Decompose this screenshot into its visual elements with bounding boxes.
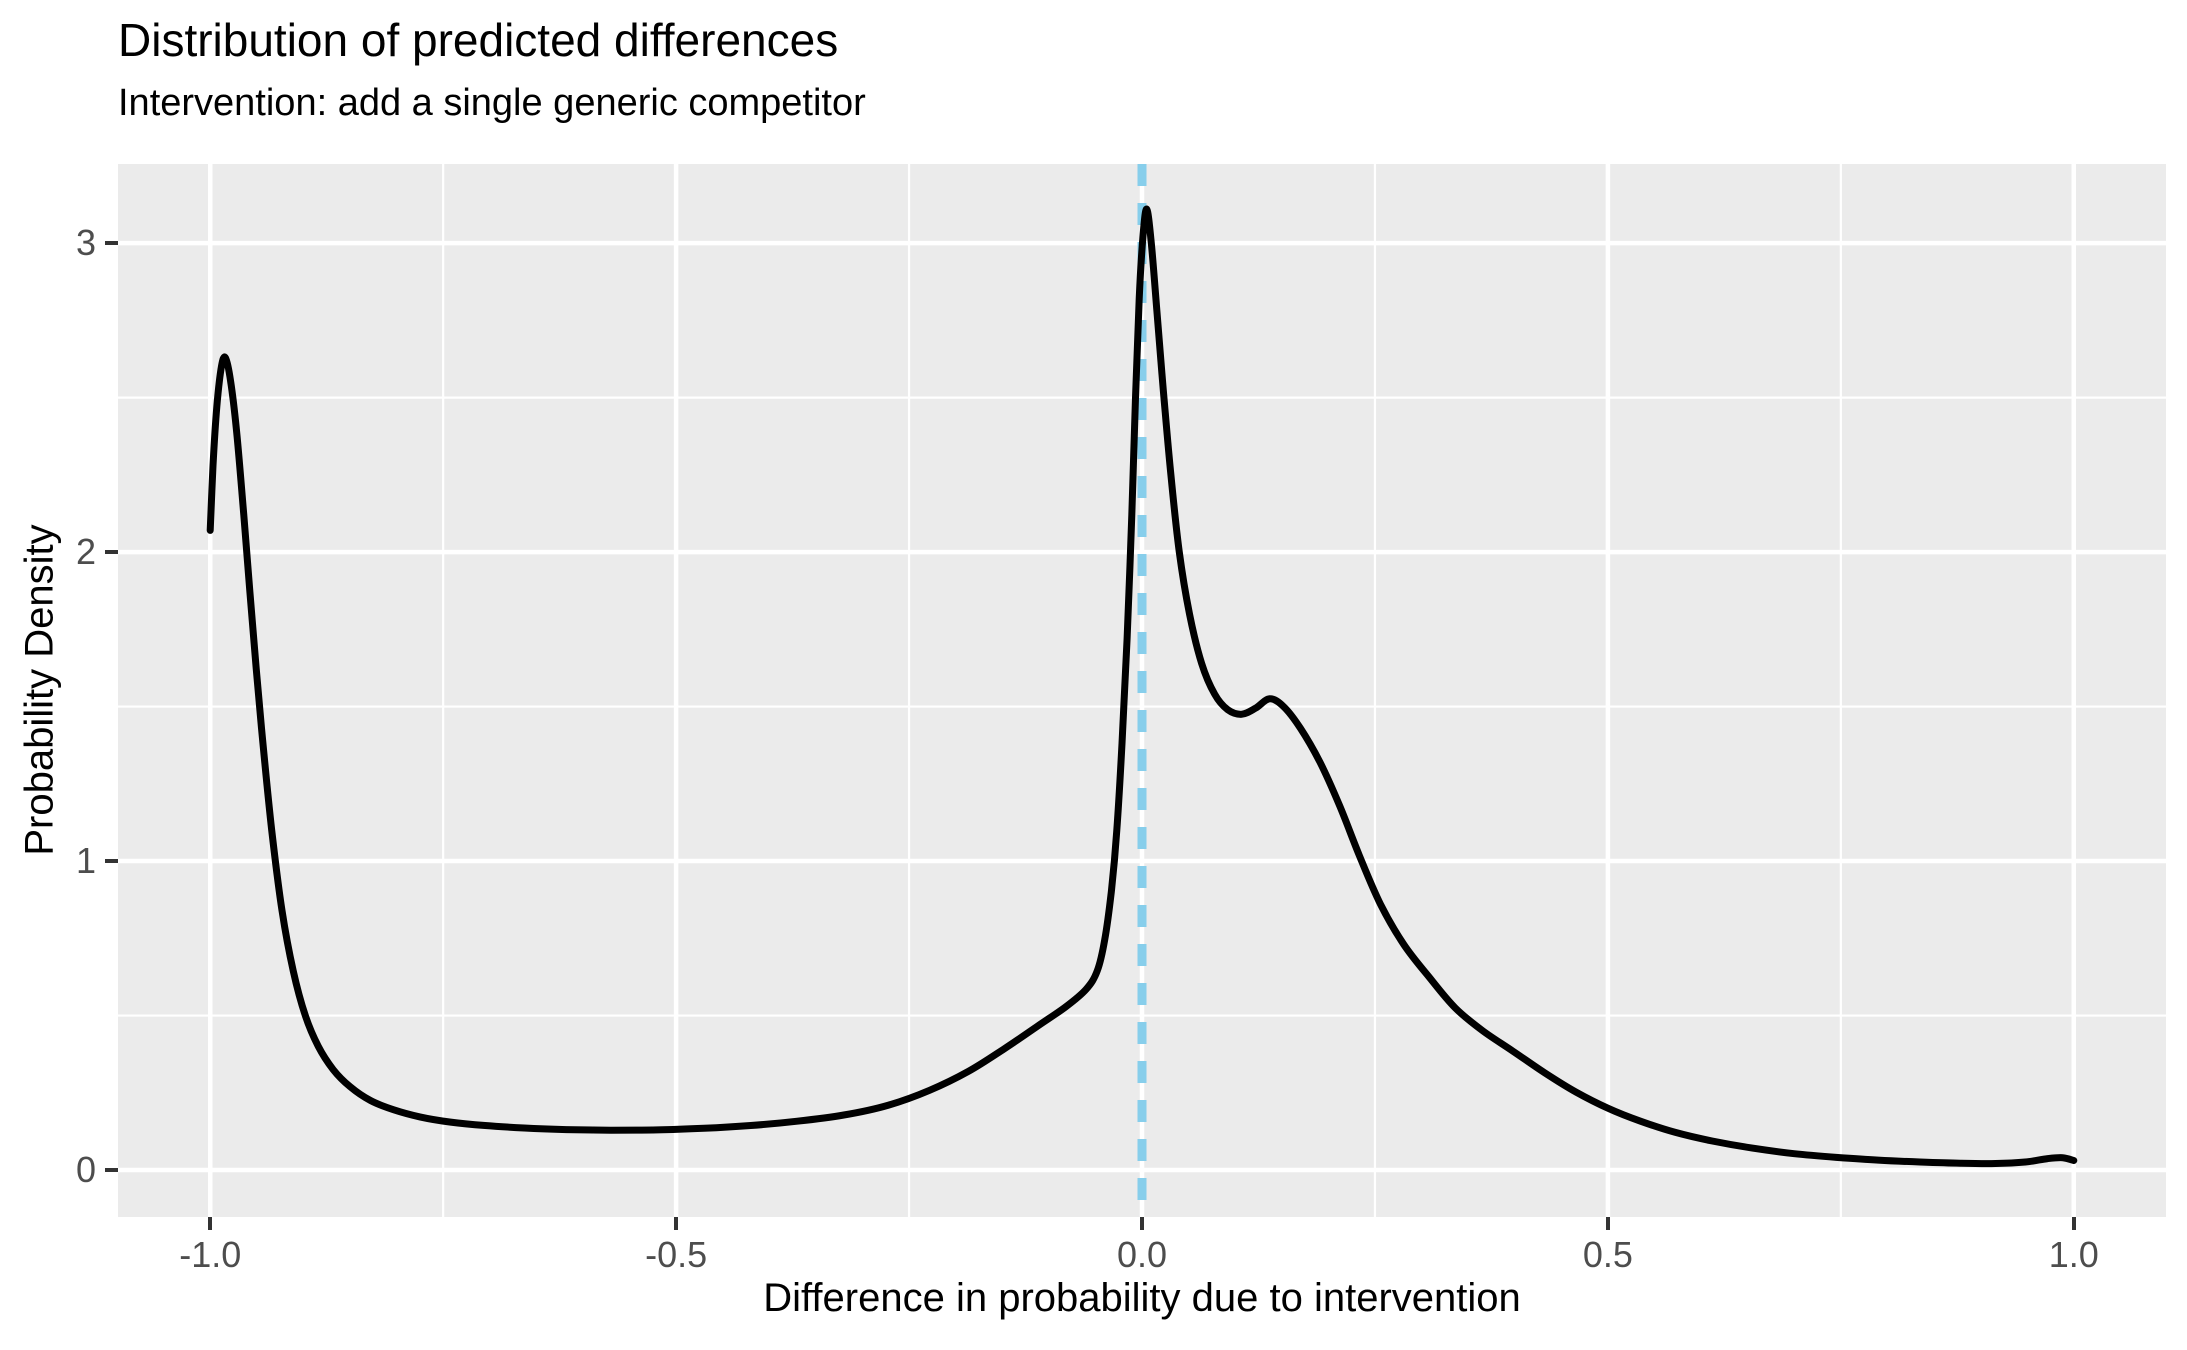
x-tick-mark	[1140, 1217, 1144, 1230]
x-tick-mark	[1605, 1217, 1610, 1230]
plot-panel	[118, 164, 2166, 1217]
y-tick-mark	[105, 550, 118, 555]
y-axis-title: Probability Density	[17, 524, 62, 856]
x-tick-label: 1.0	[2048, 1234, 2099, 1275]
y-tick-label: 1	[75, 840, 96, 882]
x-tick-label: -1.0	[179, 1234, 242, 1275]
y-tick-mark	[105, 859, 118, 864]
plot-subtitle: Intervention: add a single generic compe…	[118, 82, 866, 124]
x-tick-mark	[2071, 1217, 2076, 1230]
y-tick-mark	[105, 241, 118, 246]
density-curve	[206, 205, 2078, 1168]
x-tick-label: -0.5	[645, 1234, 708, 1275]
plot-title: Distribution of predicted differences	[118, 14, 839, 66]
x-tick-label: 0.5	[1582, 1234, 1633, 1275]
x-tick-mark	[674, 1217, 679, 1230]
y-tick-label: 3	[75, 222, 96, 264]
x-tick-label: 0.0	[1116, 1234, 1168, 1275]
y-tick-mark	[105, 1168, 118, 1173]
x-axis-title: Difference in probability due to interve…	[763, 1276, 1521, 1320]
y-tick-label: 2	[75, 531, 96, 573]
density-curve-canvas	[118, 164, 2166, 1217]
y-tick-label: 0	[75, 1149, 96, 1191]
x-tick-mark	[208, 1217, 213, 1230]
